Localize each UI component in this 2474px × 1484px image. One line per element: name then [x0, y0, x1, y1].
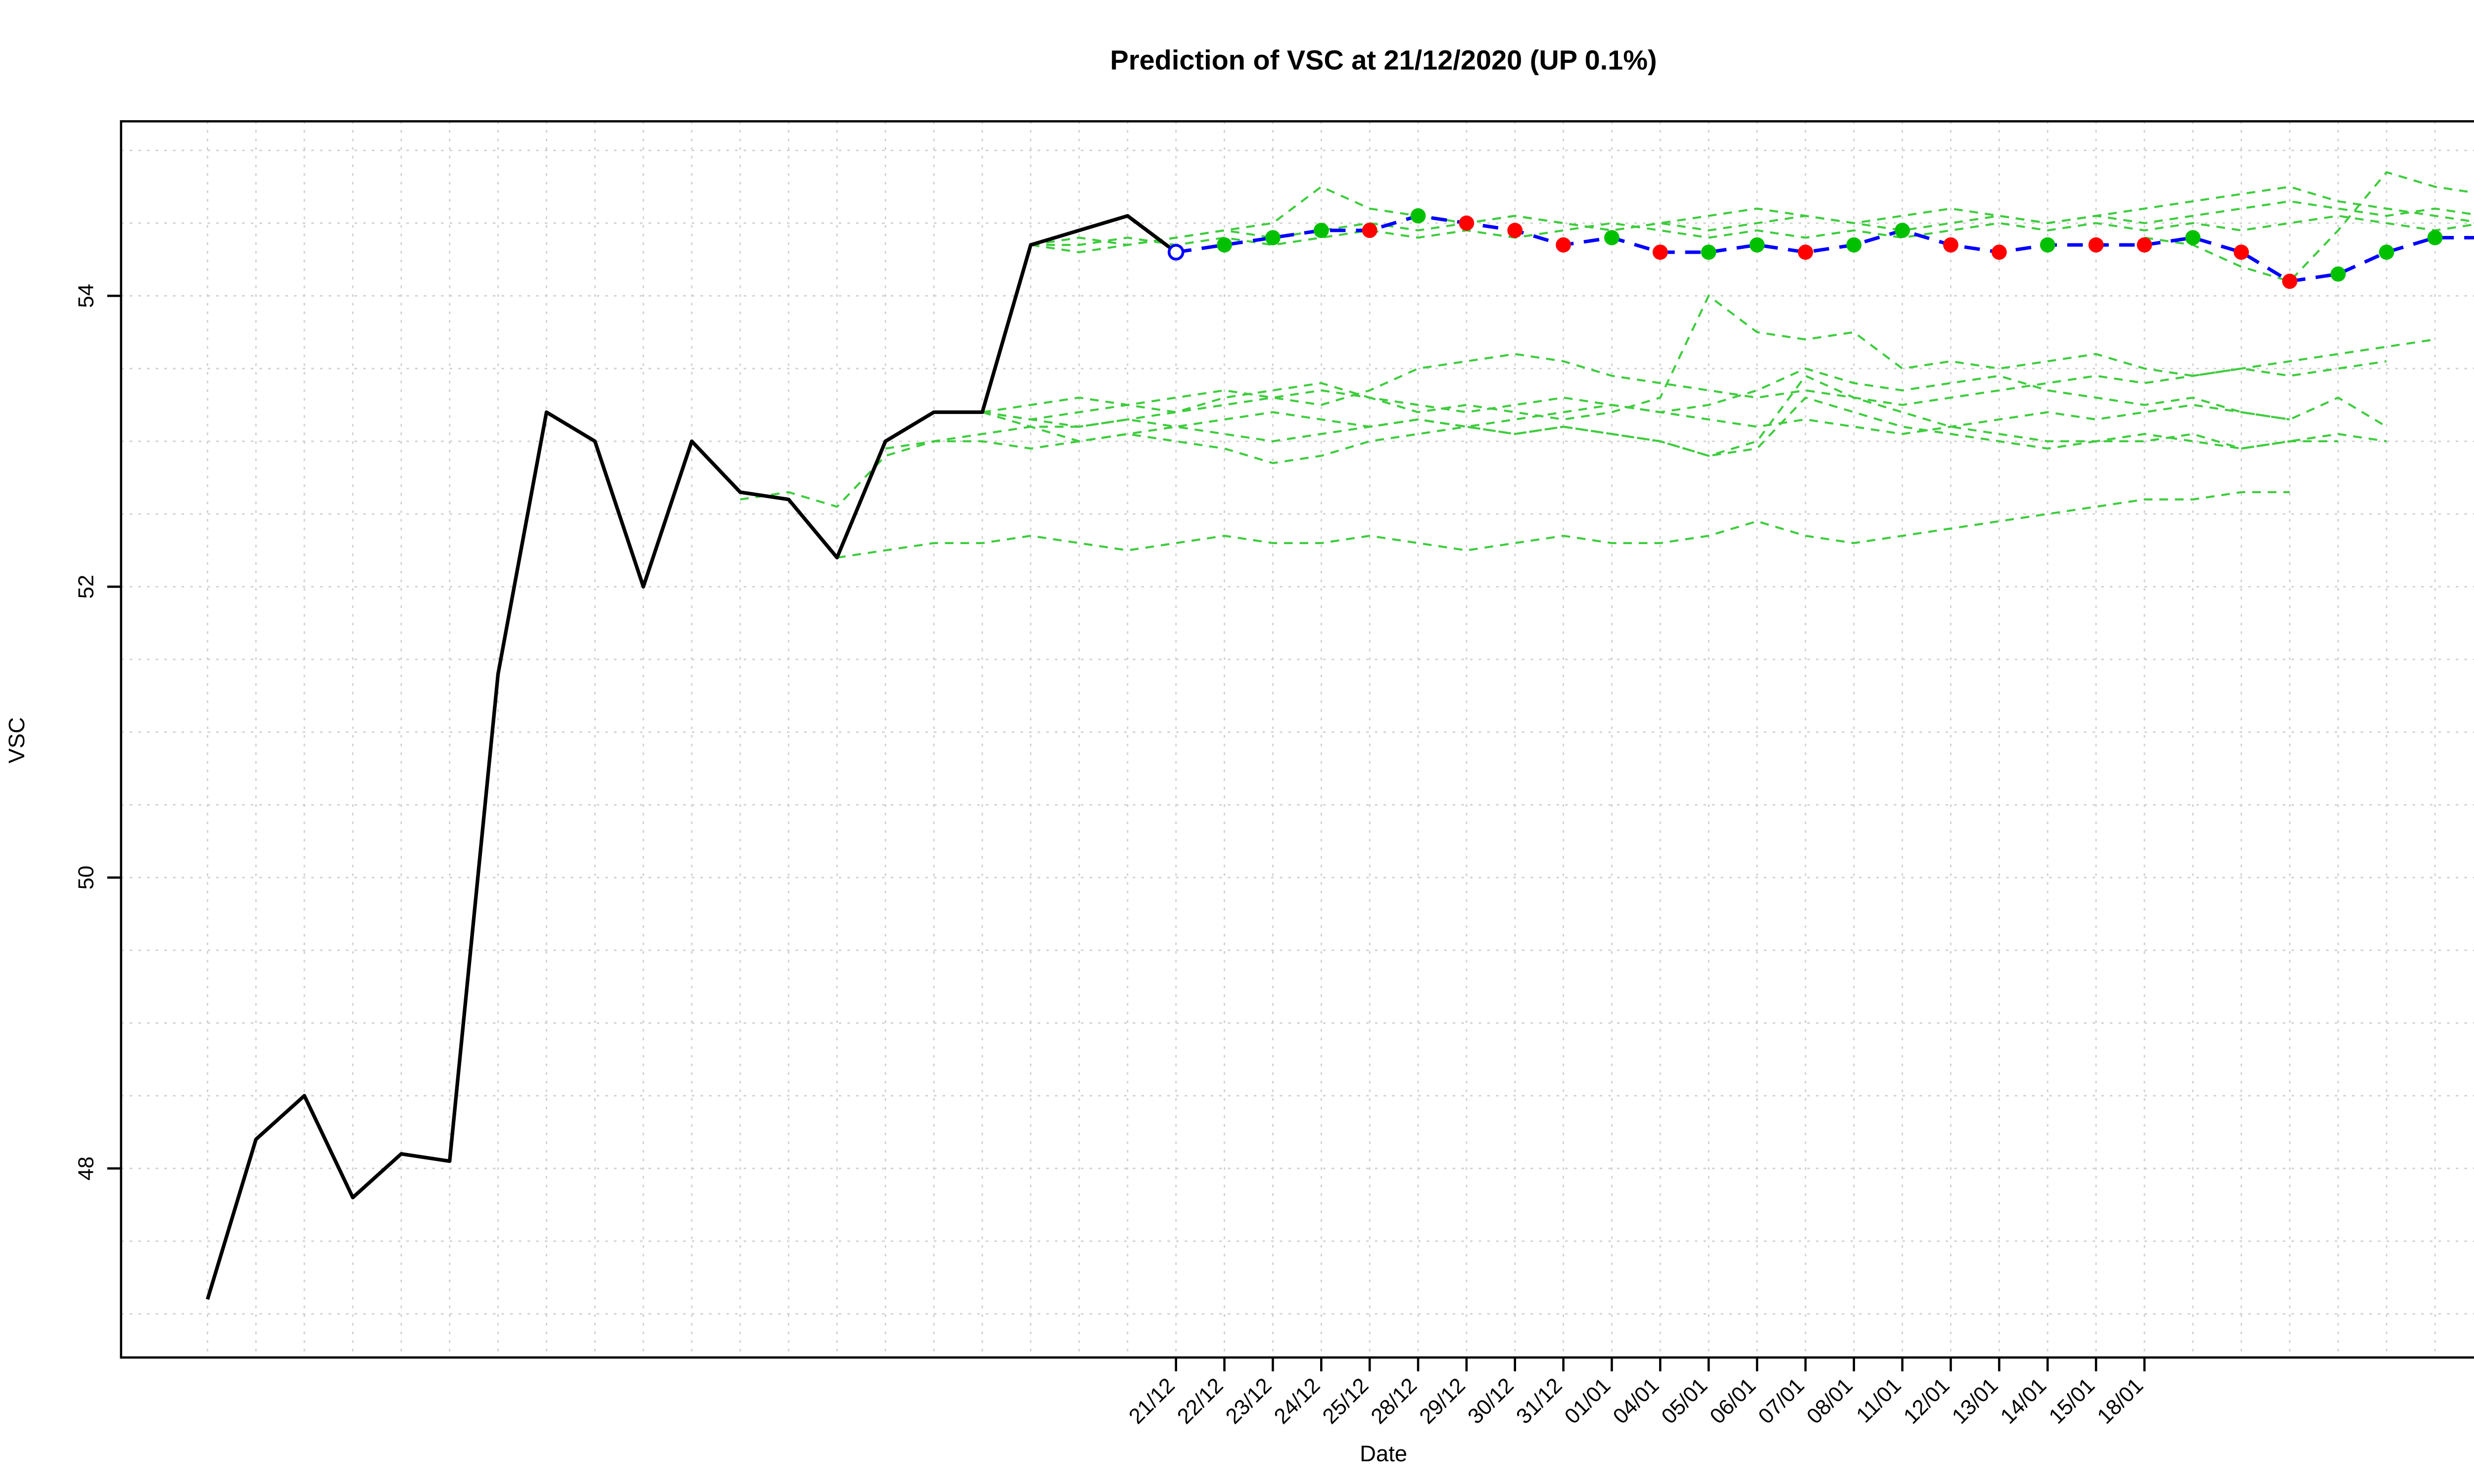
x-tick-label: 24/12 — [1269, 1373, 1325, 1429]
scenario-path — [1030, 186, 2474, 246]
x-tick-label: 12/01 — [1899, 1373, 1954, 1429]
x-tick-label: 13/01 — [1948, 1373, 2003, 1429]
scenario-path — [885, 396, 2338, 464]
prediction-up-point — [1410, 208, 1426, 224]
axes-frame — [107, 120, 2474, 1372]
prediction-down-point — [1992, 244, 2007, 260]
x-tick-label: 25/12 — [1318, 1373, 1373, 1429]
prediction-up-point — [1846, 237, 1862, 253]
x-tick-label: 04/01 — [1608, 1373, 1664, 1429]
scenario-path — [2144, 171, 2474, 283]
prediction-up-point — [1895, 223, 1910, 238]
scenario-path — [982, 294, 2387, 428]
x-tick-label: 07/01 — [1754, 1373, 1809, 1429]
prediction-up-point — [1265, 230, 1281, 245]
y-tick-label: 48 — [74, 1157, 98, 1181]
prediction-start-point — [1167, 244, 1185, 261]
prediction-line — [1176, 214, 2474, 283]
prediction-up-point — [1701, 244, 1716, 260]
x-tick-labels: 21/1222/1223/1224/1225/1228/1229/1230/12… — [1124, 1373, 2148, 1429]
prediction-down-point — [1798, 244, 1813, 260]
x-axis-label: Date — [1360, 1441, 1407, 1466]
plot-border — [120, 120, 2474, 1359]
x-tick-label: 11/01 — [1852, 1373, 1906, 1428]
prediction-up-point — [1217, 237, 1232, 253]
x-tick-label: 18/01 — [2093, 1373, 2148, 1429]
prediction-up-point — [1749, 237, 1765, 253]
x-tick-label: 21/12 — [1124, 1373, 1180, 1429]
prediction-down-point — [1459, 215, 1475, 231]
prediction-up-point — [2379, 244, 2394, 260]
y-tick-labels: 48 50 52 54 — [74, 284, 98, 1181]
x-tick-label: 31/12 — [1512, 1373, 1567, 1429]
prediction-up-point — [2331, 266, 2346, 282]
chart-title: Prediction of VSC at 21/12/2020 (UP 0.1%… — [1110, 44, 1657, 75]
prediction-down-point — [2234, 244, 2249, 260]
scenario-path — [982, 338, 2435, 414]
y-tick-label: 54 — [74, 284, 98, 308]
prediction-up-point — [1604, 230, 1619, 245]
prediction-down-point — [1556, 237, 1571, 253]
x-tick-label: 08/01 — [1802, 1373, 1857, 1429]
y-tick-label: 50 — [74, 866, 98, 890]
x-tick-label: 22/12 — [1173, 1373, 1228, 1429]
scenario-path — [1031, 215, 2474, 246]
scenario-path — [837, 491, 2290, 559]
prediction-down-point — [1362, 223, 1378, 238]
prediction-up-point — [1313, 223, 1329, 238]
prediction-down-point — [2137, 237, 2152, 253]
observed-series — [205, 214, 1177, 1300]
prediction-points — [1167, 208, 2443, 289]
y-axis-label: VSC — [4, 717, 29, 763]
x-tick-label: 05/01 — [1657, 1373, 1712, 1429]
gridlines — [121, 121, 2474, 1358]
prediction-up-point — [2040, 237, 2055, 253]
y-tick-label: 52 — [74, 575, 98, 599]
prediction-down-point — [1507, 223, 1523, 238]
prediction-down-point — [2282, 274, 2297, 289]
x-tick-label: 14/01 — [1996, 1373, 2051, 1429]
scenario-path — [740, 404, 2290, 508]
x-tick-label: 29/12 — [1415, 1373, 1470, 1429]
x-tick-label: 28/12 — [1366, 1373, 1422, 1429]
prediction-down-point — [1652, 244, 1668, 260]
x-tick-label: 15/01 — [2044, 1373, 2099, 1429]
prediction-down-point — [1943, 237, 1958, 253]
prediction-up-point — [2185, 230, 2201, 245]
predicted-series — [1176, 214, 2474, 283]
prediction-up-point — [2427, 230, 2443, 245]
scenario-path — [982, 374, 2387, 457]
x-tick-label: 06/01 — [1705, 1373, 1760, 1429]
x-tick-label: 01/01 — [1560, 1373, 1616, 1429]
x-tick-label: 23/12 — [1221, 1373, 1277, 1429]
scenario-path — [982, 367, 2387, 428]
prediction-down-point — [2088, 237, 2104, 253]
scenario-lines — [740, 171, 2474, 559]
x-tick-label: 30/12 — [1463, 1373, 1519, 1429]
historical-line — [205, 214, 1177, 1300]
